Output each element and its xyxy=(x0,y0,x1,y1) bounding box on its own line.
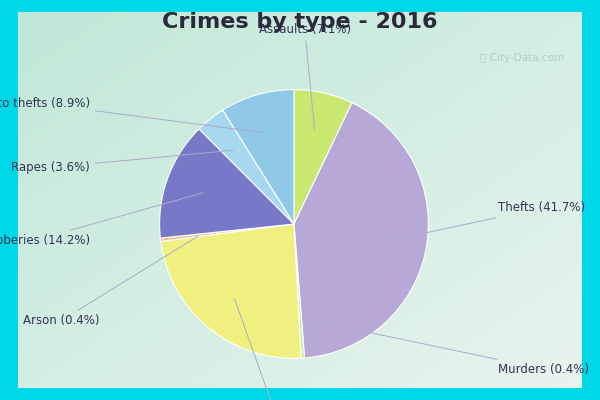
Wedge shape xyxy=(199,110,294,224)
Wedge shape xyxy=(161,224,301,358)
Text: Murders (0.4%): Murders (0.4%) xyxy=(302,318,589,376)
Wedge shape xyxy=(160,224,294,242)
Text: Burglaries (23.8%): Burglaries (23.8%) xyxy=(226,299,336,400)
Wedge shape xyxy=(223,90,294,224)
Text: Assaults (7.1%): Assaults (7.1%) xyxy=(259,23,351,130)
Wedge shape xyxy=(294,90,352,224)
Text: Arson (0.4%): Arson (0.4%) xyxy=(23,236,198,327)
Text: Thefts (41.7%): Thefts (41.7%) xyxy=(389,201,586,241)
Text: Rapes (3.6%): Rapes (3.6%) xyxy=(11,150,233,174)
Wedge shape xyxy=(294,103,428,358)
Text: Auto thefts (8.9%): Auto thefts (8.9%) xyxy=(0,96,266,133)
Text: ⓘ City-Data.com: ⓘ City-Data.com xyxy=(480,53,564,63)
Wedge shape xyxy=(294,224,305,358)
Text: Crimes by type - 2016: Crimes by type - 2016 xyxy=(162,12,438,32)
Wedge shape xyxy=(160,129,294,238)
Text: Robberies (14.2%): Robberies (14.2%) xyxy=(0,193,203,247)
